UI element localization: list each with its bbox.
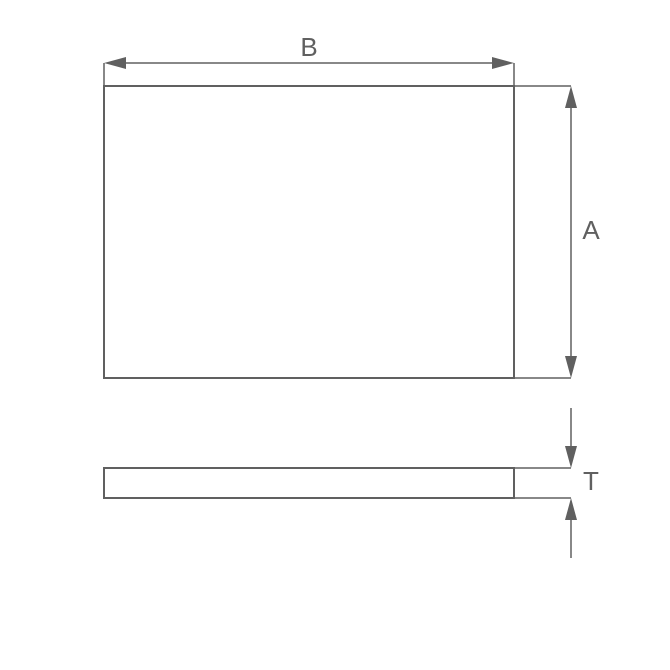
dimension-t: T	[514, 408, 599, 558]
dim-b-arrow-left	[104, 57, 126, 69]
dim-b-label: B	[300, 32, 317, 62]
plate-side-view	[104, 468, 514, 498]
dim-t-arrow-top	[565, 446, 577, 468]
dim-b-arrow-right	[492, 57, 514, 69]
dim-t-arrow-bottom	[565, 498, 577, 520]
dimension-b: B	[104, 32, 514, 86]
dim-a-label: A	[582, 215, 600, 245]
dimension-a: A	[514, 86, 600, 378]
dim-a-arrow-top	[565, 86, 577, 108]
dim-a-arrow-bottom	[565, 356, 577, 378]
plate-top-view	[104, 86, 514, 378]
dim-t-label: T	[583, 466, 599, 496]
